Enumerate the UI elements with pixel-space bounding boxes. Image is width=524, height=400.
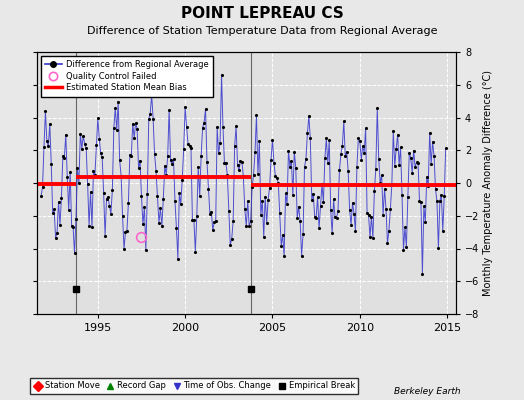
Text: POINT LEPREAU CS: POINT LEPREAU CS: [181, 6, 343, 21]
Legend: Station Move, Record Gap, Time of Obs. Change, Empirical Break: Station Move, Record Gap, Time of Obs. C…: [30, 378, 358, 394]
Legend: Difference from Regional Average, Quality Control Failed, Estimated Station Mean: Difference from Regional Average, Qualit…: [41, 56, 213, 96]
Text: Difference of Station Temperature Data from Regional Average: Difference of Station Temperature Data f…: [87, 26, 437, 36]
Text: Berkeley Earth: Berkeley Earth: [395, 387, 461, 396]
Y-axis label: Monthly Temperature Anomaly Difference (°C): Monthly Temperature Anomaly Difference (…: [484, 70, 494, 296]
